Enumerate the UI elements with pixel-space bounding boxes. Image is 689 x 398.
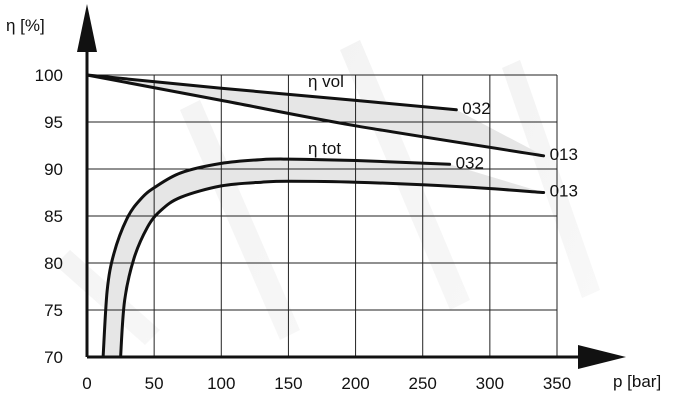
x-tick-label-150: 150 xyxy=(274,374,302,393)
series-label-vol-032: 032 xyxy=(462,99,490,118)
x-tick-label-200: 200 xyxy=(341,374,369,393)
curve-vol-013 xyxy=(85,73,546,158)
series-label-vol-013: 013 xyxy=(550,145,578,164)
y-tick-label-85: 85 xyxy=(44,207,63,226)
y-tick-label-75: 75 xyxy=(44,301,63,320)
series-label-tot-032: 032 xyxy=(456,153,484,172)
x-tick-label-0: 0 xyxy=(82,374,91,393)
grid xyxy=(87,74,558,357)
y-tick-label-80: 80 xyxy=(44,254,63,273)
y-tick-label-90: 90 xyxy=(44,160,63,179)
x-tick-label-50: 50 xyxy=(145,374,164,393)
series-labels: η vol η tot 032 013 032 013 xyxy=(308,72,578,201)
curve-tot-013 xyxy=(119,179,546,359)
y-tick-label-100: 100 xyxy=(35,66,63,85)
x-tick-label-250: 250 xyxy=(409,374,437,393)
y-axis-arrow xyxy=(77,4,97,52)
x-tick-label-350: 350 xyxy=(543,374,571,393)
x-tick-label-100: 100 xyxy=(207,374,235,393)
y-tick-label-95: 95 xyxy=(44,113,63,132)
group-label-vol: η vol xyxy=(308,72,344,91)
curves xyxy=(85,73,546,359)
curve-tot-032 xyxy=(101,157,452,359)
y-tick-label-70: 70 xyxy=(44,348,63,367)
y-axis-title: η [%] xyxy=(6,16,45,35)
x-axis-title: p [bar] xyxy=(613,372,661,391)
x-tick-label-300: 300 xyxy=(476,374,504,393)
curve-vol-032 xyxy=(85,73,458,112)
tick-labels: 0 50 100 150 200 250 300 350 70 75 80 85 90 95 100 xyxy=(35,66,572,393)
x-axis-arrow xyxy=(578,345,626,369)
axes xyxy=(77,4,626,369)
series-label-tot-013: 013 xyxy=(550,182,578,201)
group-label-tot: η tot xyxy=(308,139,341,158)
